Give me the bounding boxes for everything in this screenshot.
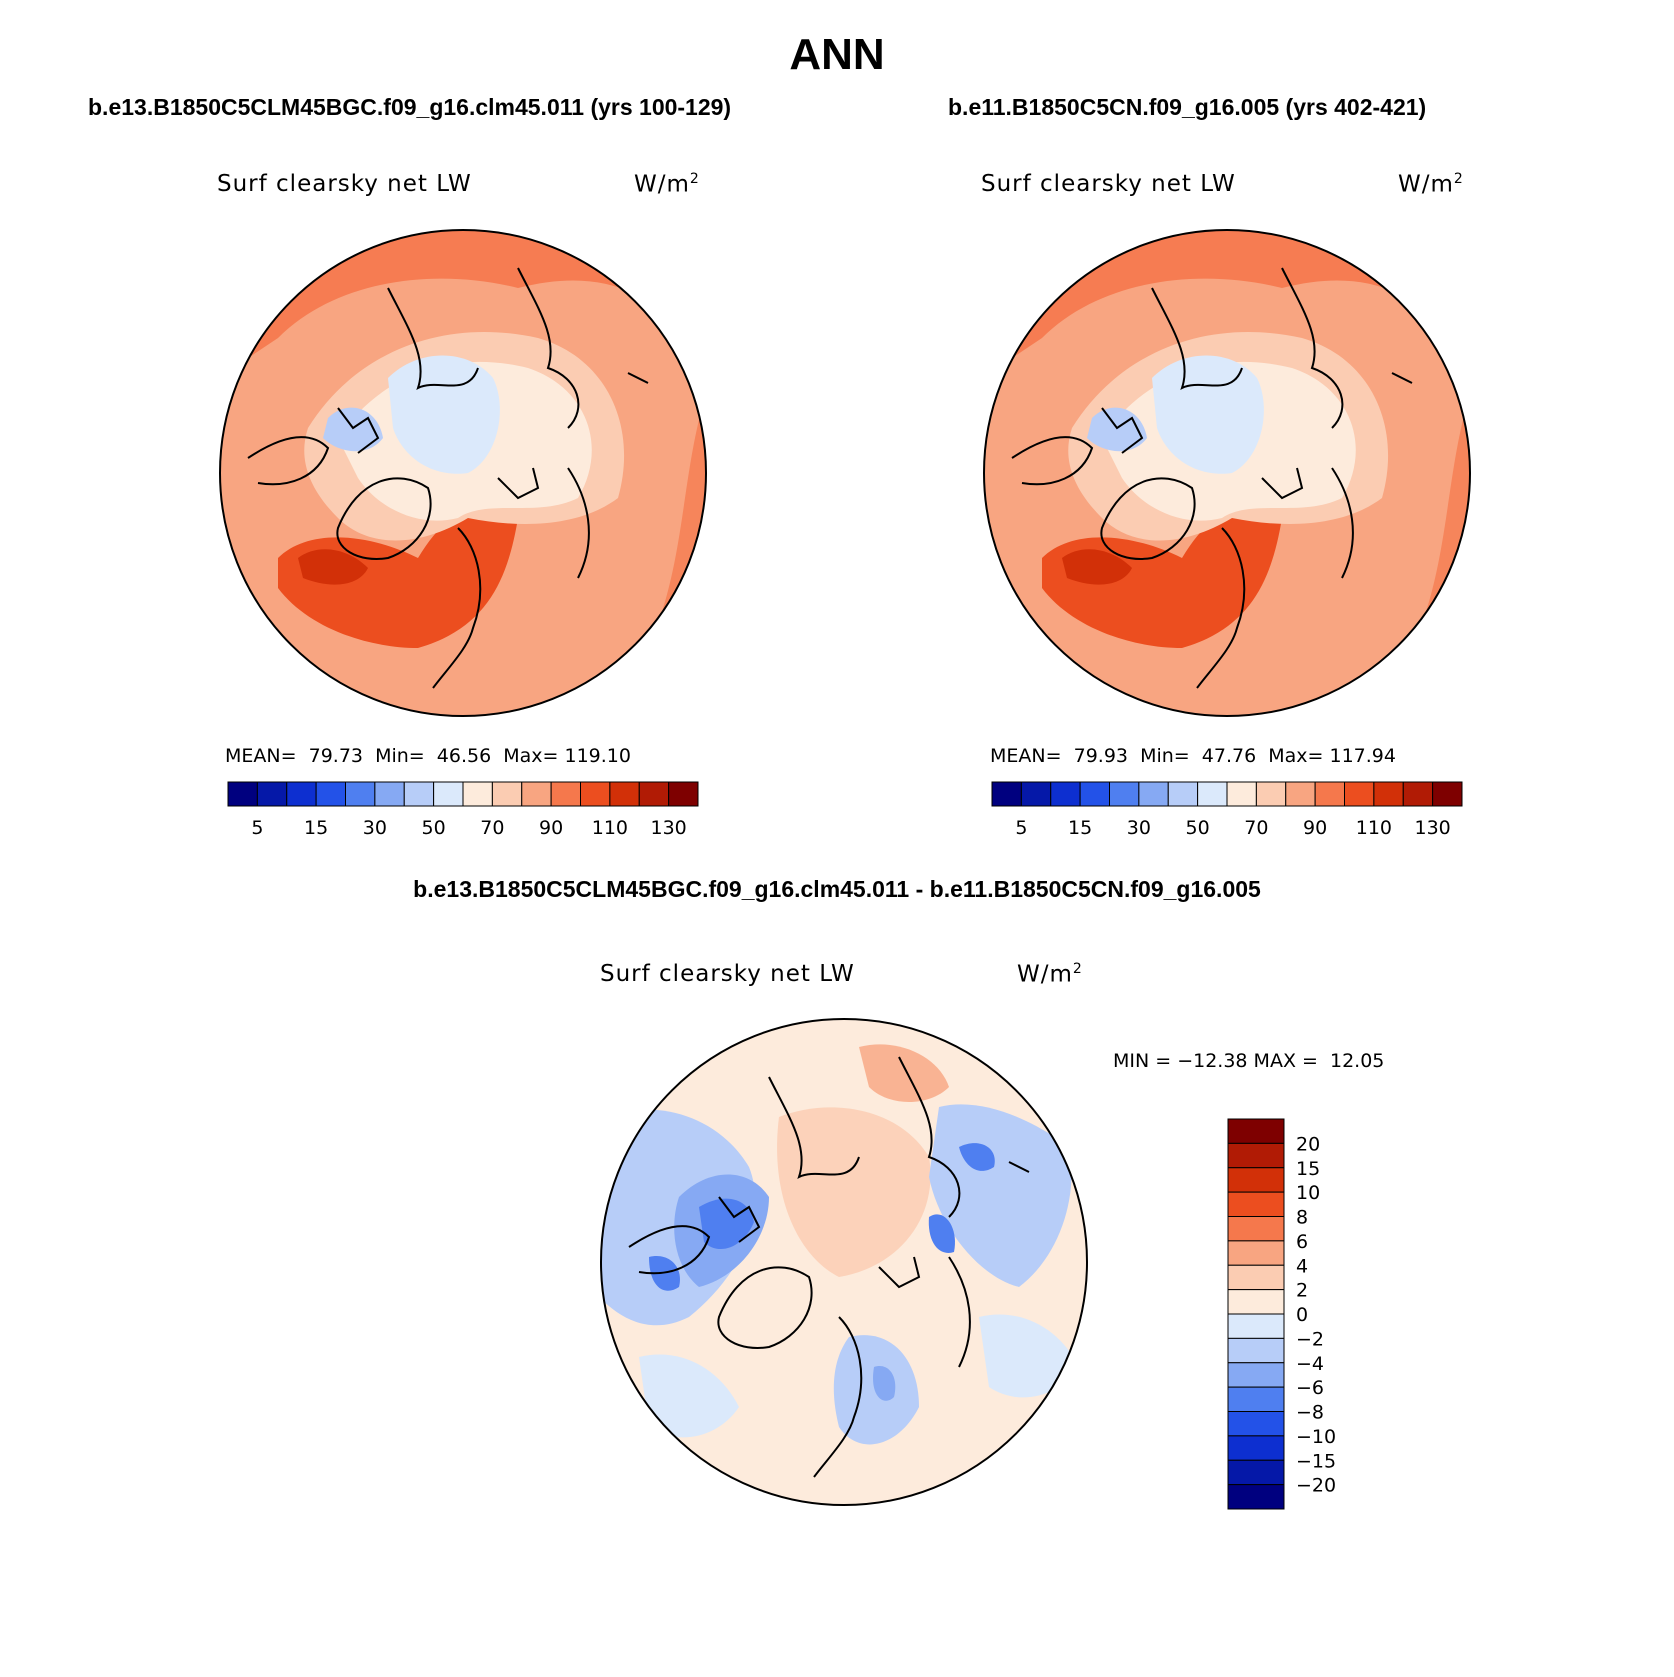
colorbar-box [286,781,317,807]
colorbar-tick-label: 130 [650,817,686,839]
colorbar-box [521,781,552,807]
colorbar-box [1285,781,1316,807]
colorbar-box [1227,1240,1285,1266]
panel2-case-title: b.e11.B1850C5CN.f09_g16.005 (yrs 402-421… [948,94,1427,120]
colorbar-box [1255,781,1287,807]
panel2-variable-label: Surf clearsky net LW [981,171,1236,197]
panel1-polar-map [219,229,707,717]
colorbar-box [256,781,288,807]
colorbar-tick-label: 30 [1127,817,1151,839]
colorbar-tick-label: 90 [539,817,563,839]
colorbar-tick-label: 5 [251,817,263,839]
colorbar-box [1432,781,1463,807]
colorbar-tick-label: 70 [1244,817,1268,839]
colorbar-box [1109,781,1140,807]
colorbar-box [1344,781,1375,807]
colorbar-box [1314,781,1345,807]
colorbar-box [550,781,581,807]
colorbar-tick-label: −8 [1296,1402,1324,1424]
colorbar-tick-label: 15 [1068,817,1092,839]
colorbar-tick-label: 130 [1414,817,1450,839]
colorbar-tick-label: 70 [480,817,504,839]
panel2-units-label: W/m2 [1398,171,1464,198]
colorbar-box [403,781,435,807]
colorbar-tick-label: 110 [1356,817,1392,839]
colorbar-box [1227,1337,1285,1364]
colorbar-box [1227,1411,1285,1437]
colorbar-box [1227,1435,1285,1461]
colorbar-tick-label: 2 [1296,1280,1308,1302]
colorbar-tick-label: −15 [1296,1450,1336,1472]
colorbar-tick-label: 0 [1296,1304,1308,1326]
colorbar-box [1020,781,1052,807]
colorbar-box [227,781,258,807]
panel1-case-title: b.e13.B1850C5CLM45BGC.f09_g16.clm45.011 … [88,94,732,120]
colorbar-box [315,781,346,807]
colorbar-box [433,781,464,807]
colorbar-tick-label: 4 [1296,1255,1308,1277]
colorbar-box [491,781,523,807]
colorbar-box [1227,1386,1285,1412]
panel1-colorbar: 5 15 30 50 70 90 110 130 [227,781,699,839]
colorbar-box [1227,1264,1285,1291]
colorbar-box [1226,781,1257,807]
colorbar-box [1402,781,1434,807]
colorbar-tick-label: 6 [1296,1231,1308,1253]
colorbar-tick-label: 10 [1296,1182,1320,1204]
colorbar-box [1227,1289,1285,1315]
panel2-stats: MEAN= 79.93 Min= 47.76 Max= 117.94 [990,745,1396,767]
colorbar-tick-label: −2 [1296,1328,1324,1350]
colorbar-box [1227,1313,1285,1339]
colorbar-box [1227,1362,1285,1388]
colorbar-tick-label: −4 [1296,1353,1324,1375]
colorbar-box [1079,781,1110,807]
colorbar-box [991,781,1022,807]
colorbar-tick-label: 15 [1296,1158,1320,1180]
colorbar-box [1227,1167,1285,1193]
panel2-polar-map [983,229,1471,717]
panel1-variable-label: Surf clearsky net LW [217,171,472,197]
colorbar-box [1138,781,1169,807]
colorbar-box [1050,781,1081,807]
colorbar-tick-label: 8 [1296,1207,1308,1229]
colorbar-tick-label: −10 [1296,1426,1336,1448]
colorbar-box [1167,781,1199,807]
colorbar-box [374,781,405,807]
colorbar-box [638,781,670,807]
colorbar-tick-label: 30 [363,817,387,839]
colorbar-box [668,781,699,807]
colorbar-box [580,781,611,807]
colorbar-tick-label: 50 [1186,817,1210,839]
colorbar-box [1227,1216,1285,1242]
colorbar-tick-label: 50 [422,817,446,839]
colorbar-box [1227,1142,1285,1169]
colorbar-tick-label: 90 [1303,817,1327,839]
colorbar-box [1197,781,1228,807]
colorbar-tick-label: −6 [1296,1377,1324,1399]
colorbar-tick-label: 5 [1015,817,1027,839]
panel1-stats: MEAN= 79.73 Min= 46.56 Max= 119.10 [225,745,631,767]
colorbar-box [1227,1459,1285,1486]
colorbar-box [1373,781,1404,807]
colorbar-box [1227,1191,1285,1217]
difference-variable-label: Surf clearsky net LW [600,961,855,987]
colorbar-tick-label: 15 [304,817,328,839]
colorbar-box [345,781,376,807]
colorbar-tick-label: −20 [1296,1475,1336,1497]
colorbar-tick-label: 110 [592,817,628,839]
difference-units-label: W/m2 [1017,961,1083,988]
difference-case-title: b.e13.B1850C5CLM45BGC.f09_g16.clm45.011 … [413,876,1261,902]
colorbar-box [1227,1484,1285,1510]
difference-minmax: MIN = −12.38 MAX = 12.05 [1113,1050,1385,1072]
colorbar-box [609,781,640,807]
colorbar-box [462,781,493,807]
main-title: ANN [789,30,885,79]
colorbar-tick-label: 20 [1296,1133,1320,1155]
colorbar-box [1227,1118,1285,1144]
panel1-units-label: W/m2 [634,171,700,198]
difference-polar-map [600,1018,1088,1506]
panel2-colorbar: 5 15 30 50 70 90 110 130 [991,781,1463,839]
